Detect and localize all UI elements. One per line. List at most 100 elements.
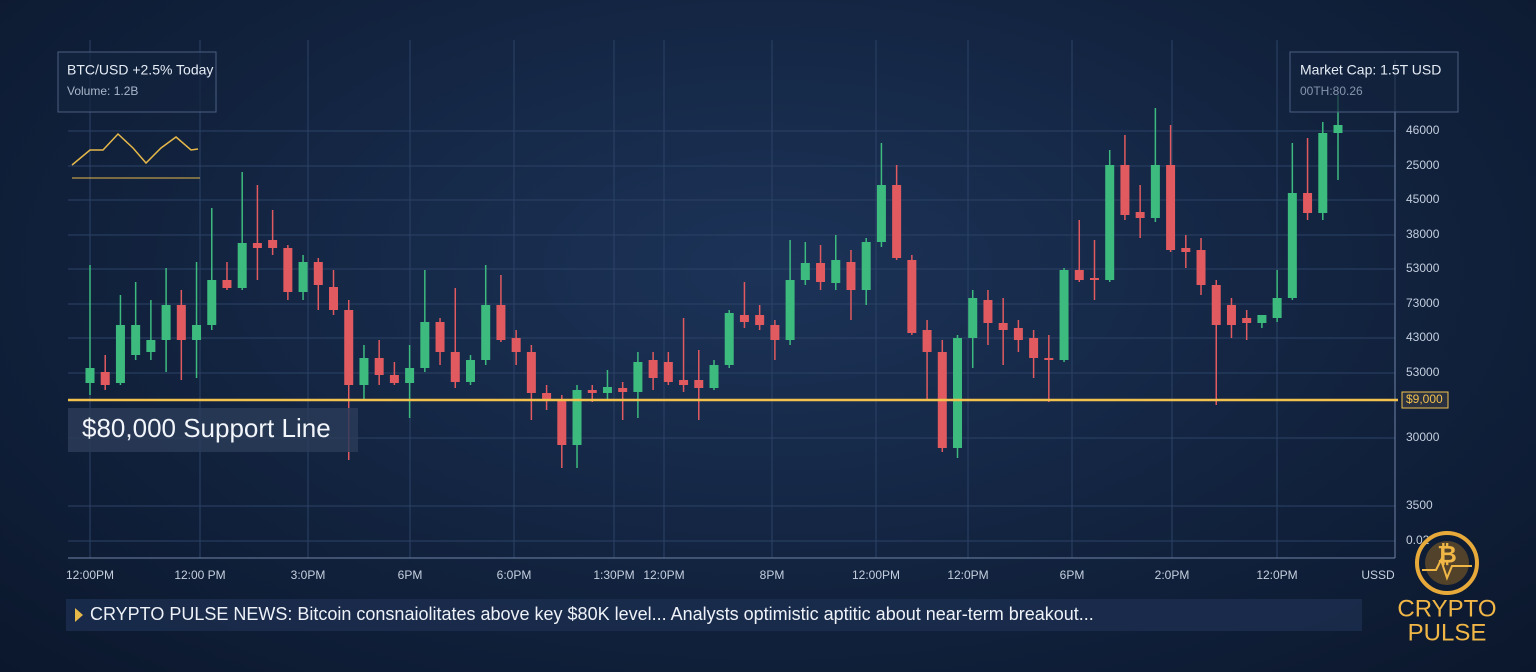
logo-ring xyxy=(1415,531,1479,595)
candles xyxy=(85,95,1343,468)
candle-body xyxy=(968,298,978,338)
y-label: 45000 xyxy=(1406,192,1440,206)
support-label: $80,000 Support Line xyxy=(82,413,331,443)
candle-body xyxy=(1272,298,1282,318)
market-box xyxy=(1289,51,1459,113)
x-label: 12:0PM xyxy=(1256,568,1297,582)
candle-body xyxy=(420,322,430,368)
candle-body xyxy=(800,263,810,280)
candle-body xyxy=(496,305,506,340)
candle-body xyxy=(450,352,460,382)
volume: Volume: 1.2B xyxy=(67,84,138,98)
candle-body xyxy=(115,325,125,383)
candle-body xyxy=(1303,193,1313,213)
candle-body xyxy=(679,380,689,385)
candle-body xyxy=(587,390,597,393)
candle-body xyxy=(709,365,719,388)
support-tag xyxy=(1401,391,1449,409)
candle-body xyxy=(1181,248,1191,252)
candle-body xyxy=(861,242,871,290)
candle-body xyxy=(633,362,643,392)
y-label: 73000 xyxy=(1406,296,1440,310)
candle-body xyxy=(1333,125,1343,133)
candle-body xyxy=(1166,165,1176,250)
support-axis-label: $9,000 xyxy=(1406,392,1443,406)
candle-body xyxy=(770,325,780,340)
candle-body xyxy=(557,400,567,445)
y-label: 25000 xyxy=(1406,158,1440,172)
candle-body xyxy=(481,305,491,360)
candle-body xyxy=(435,322,445,352)
x-label: 8PM xyxy=(760,568,785,582)
candle-body xyxy=(511,338,521,352)
logo-symbol: ₿ xyxy=(1437,541,1457,568)
y-label: 53000 xyxy=(1406,261,1440,275)
y-label: 30000 xyxy=(1406,430,1440,444)
ticker-arrow xyxy=(75,608,83,622)
candle-body xyxy=(876,185,886,242)
candle-body xyxy=(816,263,826,282)
candle-body xyxy=(998,323,1008,330)
y-label: 3500 xyxy=(1406,498,1433,512)
candle-body xyxy=(663,362,673,382)
candle-body xyxy=(922,330,932,352)
candle-body xyxy=(100,372,110,385)
candle-body xyxy=(1044,358,1054,360)
candle-body xyxy=(359,358,369,385)
candle-body xyxy=(344,310,354,385)
candle-body xyxy=(1150,165,1160,218)
candle-body xyxy=(1257,315,1267,323)
market-sub: 00TH:80.26 xyxy=(1300,84,1363,98)
y-label: 53000 xyxy=(1406,365,1440,379)
candle-body xyxy=(131,325,141,355)
logo-pulse xyxy=(1422,557,1472,581)
candle-body xyxy=(1135,212,1145,218)
candle-body xyxy=(176,305,186,340)
candle-body xyxy=(389,375,399,383)
candle-body xyxy=(1318,133,1328,213)
logo: ₿ CRYPTO PULSE xyxy=(1397,531,1497,646)
candle-body xyxy=(1242,318,1252,323)
candle-body xyxy=(298,262,308,292)
market-cap: Market Cap: 1.5T USD xyxy=(1300,62,1441,78)
x-label: 12:0PM xyxy=(643,568,684,582)
x-label: 6PM xyxy=(398,568,423,582)
candle-body xyxy=(1089,278,1099,280)
candle-body xyxy=(1287,193,1297,298)
x-label: 6:0PM xyxy=(497,568,532,582)
x-label: 12:00PM xyxy=(852,568,900,582)
candle-body xyxy=(907,260,917,333)
support: $9,000 $80,000 Support Line xyxy=(68,391,1449,452)
candle-body xyxy=(1120,165,1130,215)
y-label: 43000 xyxy=(1406,330,1440,344)
candle-body xyxy=(953,338,963,448)
ticker-text: CRYPTO PULSE NEWS: Bitcoin consnaiolitat… xyxy=(90,604,1094,624)
x-label: 12:00 PM xyxy=(174,568,225,582)
candle-body xyxy=(648,360,658,378)
candle-body xyxy=(618,388,628,392)
candle-body xyxy=(1196,250,1206,285)
candle-body xyxy=(374,358,384,375)
candle-body xyxy=(892,185,902,258)
candle-body xyxy=(465,360,475,382)
info-box xyxy=(57,51,217,113)
y-label: 38000 xyxy=(1406,227,1440,241)
candle-body xyxy=(161,305,171,340)
logo-coin xyxy=(1425,541,1469,585)
candle-body xyxy=(846,262,856,290)
candle-body xyxy=(405,368,415,383)
candle-body xyxy=(1059,270,1069,360)
candle-body xyxy=(146,340,156,352)
candle-body xyxy=(85,368,95,383)
candle-body xyxy=(542,393,552,400)
x-label: 3:0PM xyxy=(291,568,326,582)
candle-body xyxy=(572,390,582,445)
candle-body xyxy=(252,243,262,248)
candle-body xyxy=(694,380,704,388)
support-label-box xyxy=(68,408,358,452)
x-label: 12:00PM xyxy=(66,568,114,582)
candle-body xyxy=(983,300,993,323)
candle-body xyxy=(313,262,323,285)
